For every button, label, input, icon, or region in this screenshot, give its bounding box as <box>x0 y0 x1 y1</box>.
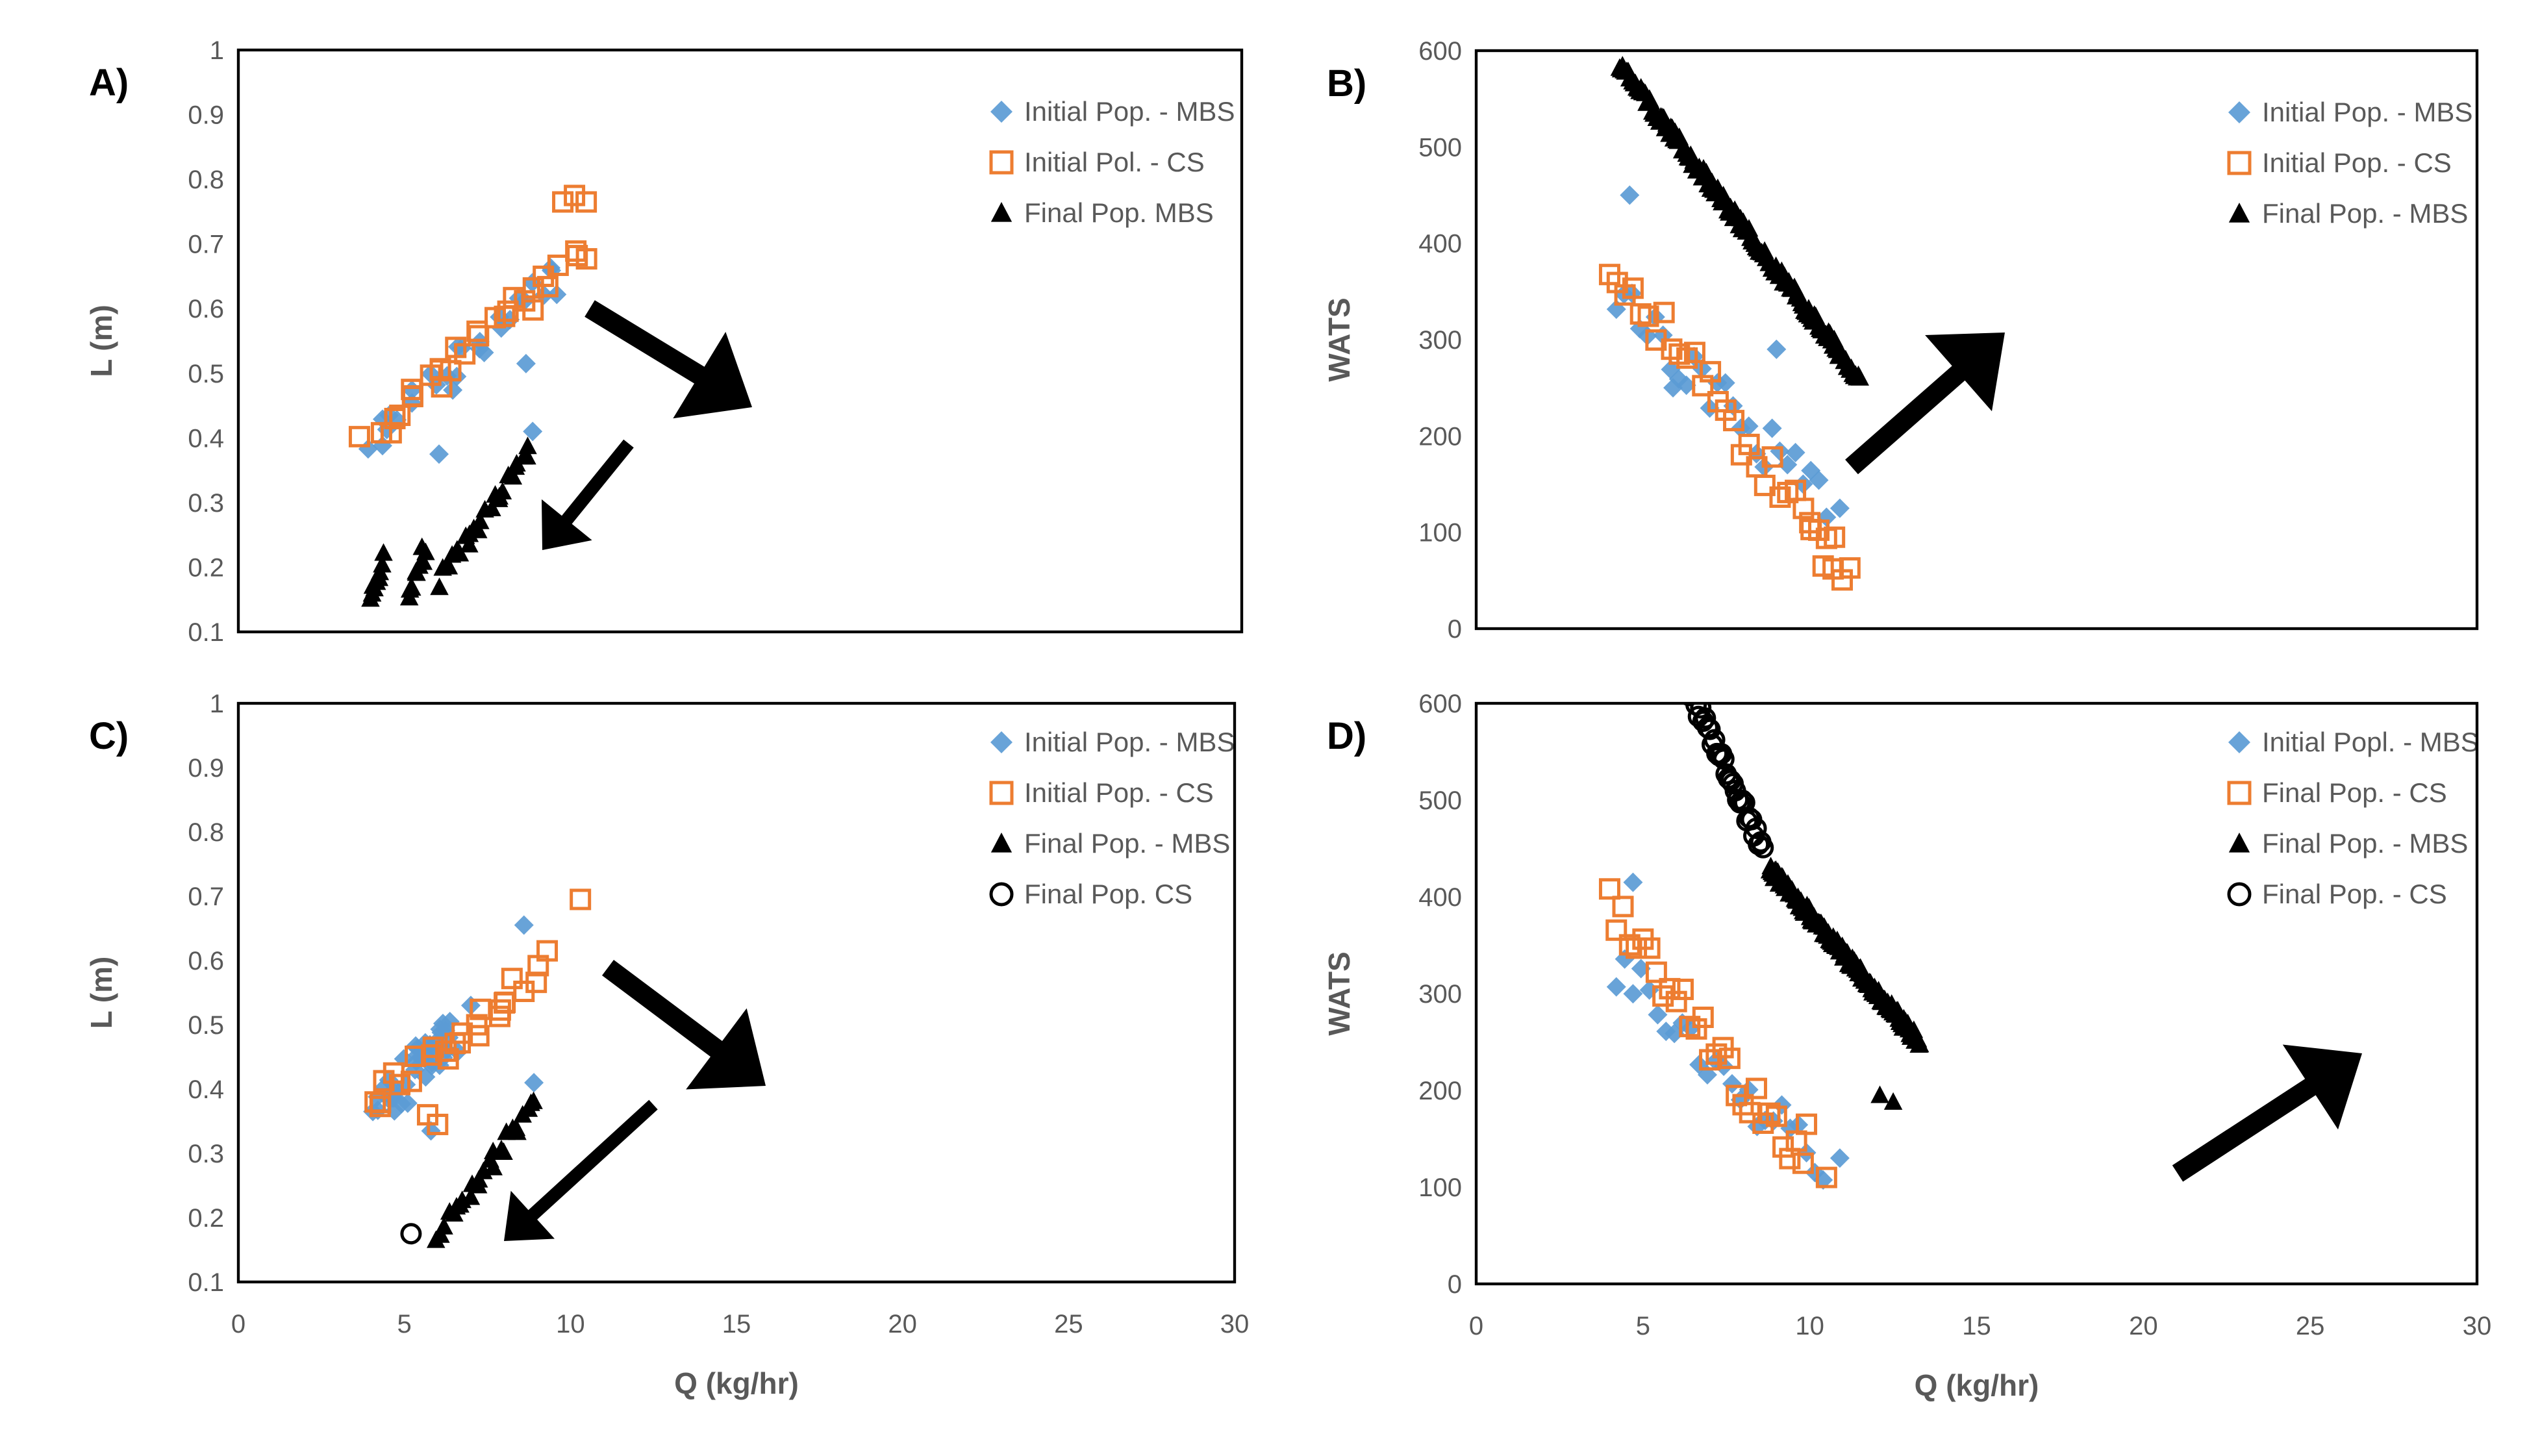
svg-text:15: 15 <box>1962 1312 1991 1340</box>
svg-text:Final Pop. CS: Final Pop. CS <box>1024 879 1192 909</box>
svg-text:100: 100 <box>1418 519 1462 547</box>
svg-text:0.4: 0.4 <box>188 424 224 453</box>
svg-text:A): A) <box>89 62 129 104</box>
svg-text:1: 1 <box>210 36 224 65</box>
svg-text:0.3: 0.3 <box>188 489 224 518</box>
svg-text:600: 600 <box>1418 690 1462 718</box>
svg-text:600: 600 <box>1418 37 1462 66</box>
svg-text:Initial Pop. - MBS: Initial Pop. - MBS <box>1024 96 1235 127</box>
svg-text:WATS: WATS <box>1322 951 1356 1035</box>
svg-text:20: 20 <box>2129 1312 2158 1340</box>
svg-text:0.5: 0.5 <box>188 1011 224 1040</box>
svg-text:0.6: 0.6 <box>188 947 224 975</box>
svg-text:1: 1 <box>210 690 224 718</box>
svg-text:0.8: 0.8 <box>188 166 224 194</box>
svg-text:500: 500 <box>1418 786 1462 815</box>
svg-text:Initial Pop. - MBS: Initial Pop. - MBS <box>2262 97 2472 127</box>
svg-text:0.7: 0.7 <box>188 883 224 911</box>
svg-text:0.6: 0.6 <box>188 295 224 323</box>
svg-text:C): C) <box>89 715 129 757</box>
svg-text:Final Pop. - MBS: Final Pop. - MBS <box>2262 828 2468 859</box>
svg-text:Final Pop. - CS: Final Pop. - CS <box>2262 777 2447 808</box>
svg-text:L (m): L (m) <box>84 957 118 1029</box>
svg-text:Final Pop. - MBS: Final Pop. - MBS <box>2262 198 2468 229</box>
svg-text:Final Pop. - CS: Final Pop. - CS <box>2262 879 2447 909</box>
svg-text:Final Pop. MBS: Final Pop. MBS <box>1024 197 1214 228</box>
svg-text:10: 10 <box>556 1310 585 1338</box>
svg-text:200: 200 <box>1418 422 1462 451</box>
svg-text:B): B) <box>1327 62 1366 105</box>
svg-text:Q (kg/hr): Q (kg/hr) <box>1915 1368 2039 1402</box>
svg-text:L (m): L (m) <box>84 305 118 377</box>
svg-text:300: 300 <box>1418 326 1462 355</box>
svg-text:0.7: 0.7 <box>188 231 224 259</box>
svg-text:0: 0 <box>231 1310 245 1338</box>
svg-text:300: 300 <box>1418 980 1462 1009</box>
svg-text:30: 30 <box>2463 1312 2492 1340</box>
svg-text:0.1: 0.1 <box>188 618 224 647</box>
svg-text:0.9: 0.9 <box>188 101 224 130</box>
svg-text:500: 500 <box>1418 133 1462 162</box>
svg-text:25: 25 <box>2296 1312 2325 1340</box>
svg-text:0.2: 0.2 <box>188 1204 224 1233</box>
svg-text:0.1: 0.1 <box>188 1268 224 1297</box>
svg-text:100: 100 <box>1418 1174 1462 1202</box>
svg-text:15: 15 <box>722 1310 751 1338</box>
svg-text:0.8: 0.8 <box>188 818 224 847</box>
svg-text:Initial Pop. - CS: Initial Pop. - CS <box>2262 147 2452 178</box>
svg-text:0: 0 <box>1469 1312 1483 1340</box>
svg-text:0: 0 <box>1448 615 1462 644</box>
svg-text:400: 400 <box>1418 230 1462 258</box>
svg-text:10: 10 <box>1795 1312 1824 1340</box>
svg-text:0.9: 0.9 <box>188 754 224 783</box>
svg-text:0.5: 0.5 <box>188 360 224 388</box>
svg-text:0.2: 0.2 <box>188 553 224 582</box>
svg-text:0.3: 0.3 <box>188 1140 224 1168</box>
svg-text:Initial Popl. - MBS: Initial Popl. - MBS <box>2262 727 2479 757</box>
svg-text:Initial Pol. - CS: Initial Pol. - CS <box>1024 147 1205 177</box>
svg-text:D): D) <box>1327 715 1366 757</box>
svg-text:0.4: 0.4 <box>188 1075 224 1104</box>
svg-text:20: 20 <box>888 1310 917 1338</box>
svg-text:400: 400 <box>1418 883 1462 912</box>
svg-text:5: 5 <box>397 1310 412 1338</box>
svg-text:30: 30 <box>1220 1310 1250 1338</box>
svg-text:Q (kg/hr): Q (kg/hr) <box>674 1366 799 1400</box>
svg-text:25: 25 <box>1054 1310 1083 1338</box>
svg-text:200: 200 <box>1418 1077 1462 1105</box>
svg-text:Final Pop. - MBS: Final Pop. - MBS <box>1024 828 1230 859</box>
svg-text:WATS: WATS <box>1322 297 1356 381</box>
svg-text:0: 0 <box>1448 1270 1462 1299</box>
svg-text:5: 5 <box>1636 1312 1650 1340</box>
svg-text:Initial Pop. - CS: Initial Pop. - CS <box>1024 777 1214 808</box>
svg-text:Initial Pop. - MBS: Initial Pop. - MBS <box>1024 727 1235 757</box>
